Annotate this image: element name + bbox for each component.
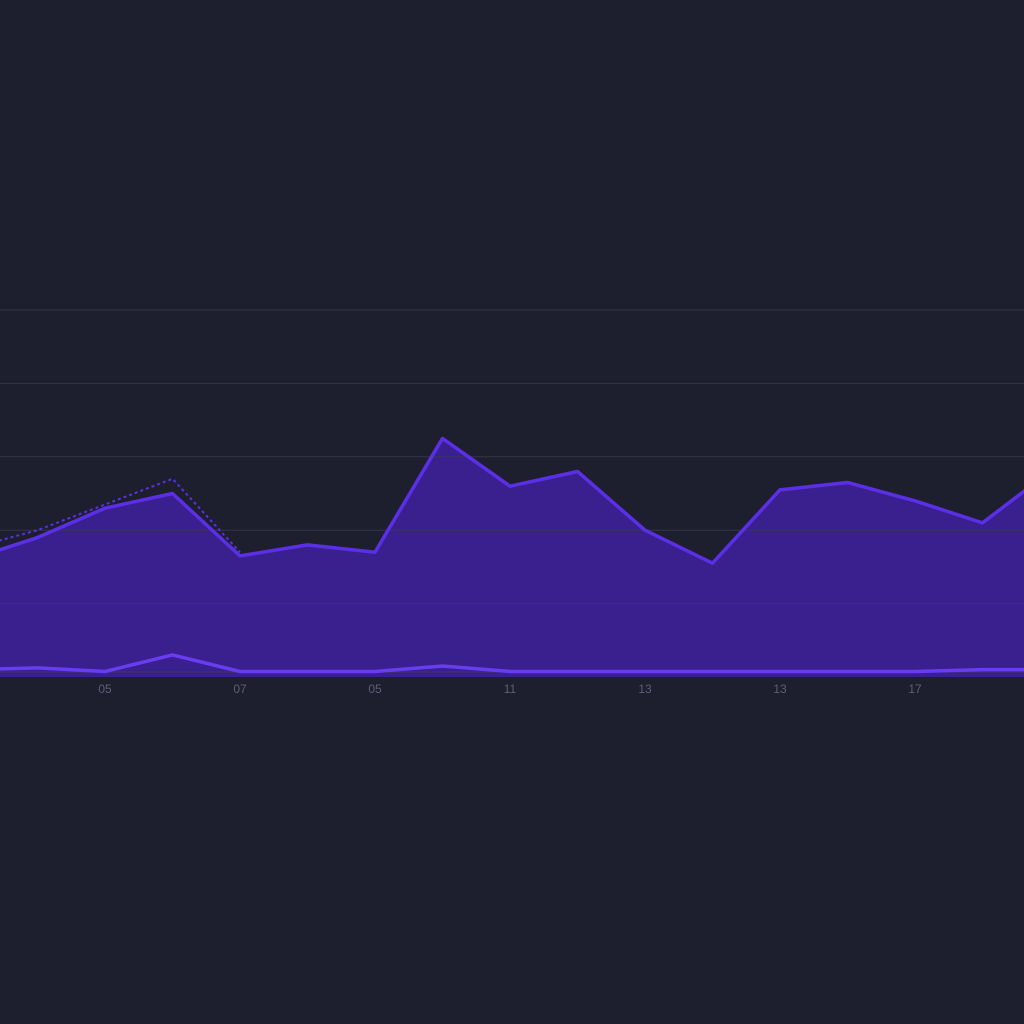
x-tick-label: 17 — [908, 682, 922, 696]
x-tick-label: 05 — [368, 682, 382, 696]
series-line — [0, 477, 241, 553]
x-tick-label: 05 — [98, 682, 112, 696]
x-tick-label: 07 — [233, 682, 247, 696]
x-tick-label: 11 — [504, 682, 517, 696]
area-fill — [0, 438, 1024, 677]
x-tick-label: 13 — [638, 682, 652, 696]
series-line — [0, 653, 1024, 674]
series-line — [0, 436, 1024, 565]
x-tick-label: 13 — [773, 682, 787, 696]
